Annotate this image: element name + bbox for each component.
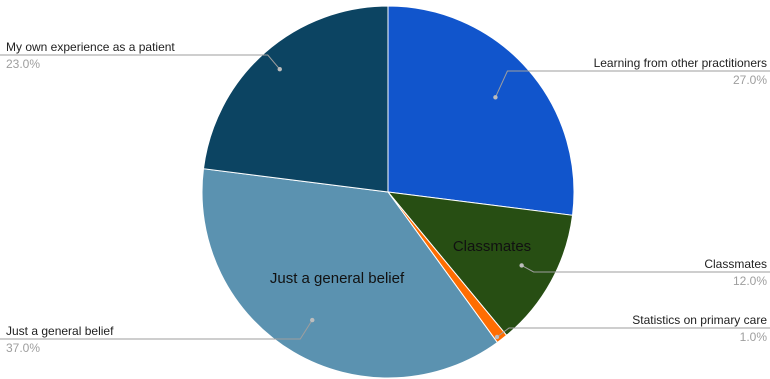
- slice-inside-label: Classmates: [453, 238, 531, 255]
- pie-slice-just-a-general-belief: [201, 168, 499, 379]
- leader-line: [0, 319, 313, 340]
- leader-line: [496, 327, 770, 338]
- pie-callouts: Learning from other practitioners 27.0% Cl…: [0, 40, 770, 355]
- leader-line: [494, 70, 770, 98]
- slice-percent: 27.0%: [733, 73, 767, 87]
- leader-dot: [493, 95, 498, 100]
- leader-line: [0, 54, 281, 70]
- pie-slice-learning-from-other-practitioners: [387, 5, 575, 216]
- pie-slices: [201, 5, 575, 379]
- leader-dot: [519, 263, 524, 268]
- pie-inside-labels: Classmates Just a general belief: [270, 238, 531, 287]
- slice-percent: 1.0%: [740, 330, 768, 344]
- leader-dot: [494, 334, 500, 340]
- leader-dot: [277, 67, 282, 72]
- slice-label: Statistics on primary care: [632, 313, 767, 327]
- slice-label: Just a general belief: [6, 324, 114, 338]
- slice-percent: 23.0%: [6, 57, 40, 71]
- slice-percent: 12.0%: [733, 274, 767, 288]
- slice-inside-label: Just a general belief: [270, 270, 405, 287]
- pie-slice-my-own-experience-as-a-patient: [202, 5, 389, 193]
- slice-label: Learning from other practitioners: [594, 56, 767, 70]
- leader-dot: [310, 317, 315, 323]
- pie-slice-classmates: [386, 191, 574, 337]
- slice-label: Classmates: [704, 257, 767, 271]
- slice-label: My own experience as a patient: [6, 40, 175, 54]
- slice-percent: 37.0%: [6, 341, 40, 355]
- leader-line: [521, 265, 770, 273]
